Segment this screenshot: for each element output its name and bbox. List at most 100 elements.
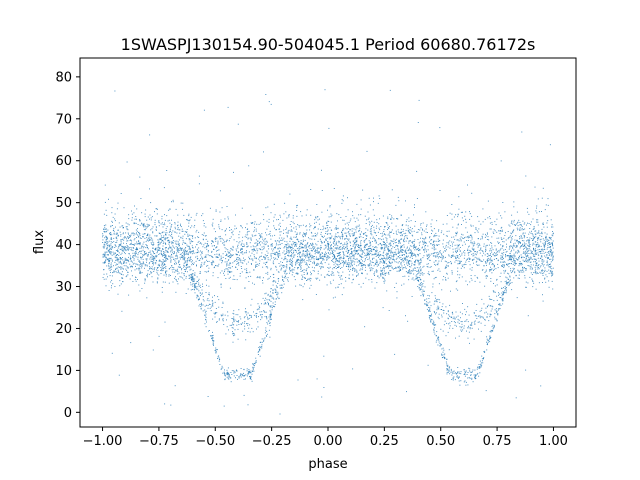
scatter-point: [326, 221, 328, 223]
scatter-point: [508, 258, 510, 260]
scatter-point: [507, 238, 509, 240]
scatter-point: [467, 327, 469, 329]
scatter-point: [320, 262, 322, 264]
scatter-point: [181, 255, 183, 257]
scatter-point: [448, 262, 450, 263]
scatter-point: [405, 251, 407, 253]
scatter-point: [172, 201, 174, 203]
scatter-point: [316, 251, 318, 253]
scatter-point: [180, 225, 181, 227]
scatter-point: [240, 376, 242, 378]
scatter-point: [229, 257, 231, 259]
scatter-point: [522, 245, 524, 247]
scatter-point: [473, 248, 475, 250]
scatter-point: [402, 224, 404, 226]
scatter-point: [268, 316, 270, 318]
scatter-point: [532, 280, 534, 282]
scatter-point: [484, 218, 486, 220]
scatter-point: [528, 242, 530, 244]
scatter-point: [549, 266, 551, 268]
scatter-point: [131, 266, 133, 268]
scatter-point: [417, 248, 419, 250]
scatter-point: [287, 277, 289, 279]
scatter-point: [529, 261, 531, 263]
scatter-point: [548, 242, 550, 243]
scatter-point: [346, 241, 348, 243]
scatter-point: [379, 251, 381, 253]
scatter-point: [403, 241, 405, 242]
scatter-point: [237, 244, 239, 246]
scatter-point: [302, 286, 304, 288]
scatter-point: [506, 284, 508, 286]
scatter-point: [206, 248, 208, 250]
scatter-point: [440, 309, 442, 310]
scatter-point: [250, 255, 252, 257]
scatter-point: [321, 266, 323, 267]
scatter-point: [417, 231, 419, 233]
scatter-point: [256, 266, 258, 267]
scatter-point: [303, 250, 305, 252]
scatter-point: [160, 273, 162, 274]
scatter-point: [444, 320, 446, 322]
scatter-point: [415, 246, 417, 248]
scatter-point: [410, 251, 412, 253]
scatter-point: [457, 246, 459, 248]
scatter-point: [238, 259, 240, 261]
scatter-point: [387, 258, 389, 259]
scatter-point: [327, 243, 329, 245]
scatter-point: [219, 211, 221, 213]
scatter-point: [190, 289, 192, 291]
scatter-point: [228, 376, 230, 378]
scatter-point: [361, 272, 363, 274]
scatter-point: [408, 262, 410, 264]
scatter-point: [542, 222, 544, 224]
scatter-point: [348, 224, 349, 226]
scatter-point: [348, 274, 350, 276]
scatter-point: [203, 225, 205, 227]
scatter-point: [394, 353, 396, 355]
scatter-point: [190, 268, 192, 270]
scatter-point: [159, 259, 161, 261]
scatter-point: [232, 254, 233, 256]
scatter-point: [129, 235, 131, 236]
scatter-point: [346, 248, 348, 250]
scatter-point: [151, 250, 153, 252]
scatter-point: [165, 256, 167, 258]
scatter-point: [547, 220, 549, 222]
scatter-point: [222, 367, 224, 369]
scatter-point: [398, 240, 399, 242]
scatter-point: [504, 235, 506, 236]
scatter-point: [493, 255, 495, 257]
scatter-point: [122, 238, 124, 240]
scatter-point: [174, 222, 176, 223]
scatter-point: [446, 368, 448, 369]
scatter-point: [493, 300, 495, 302]
scatter-point: [270, 291, 271, 293]
scatter-point: [128, 224, 130, 226]
scatter-point: [106, 265, 108, 267]
scatter-point: [512, 264, 514, 265]
scatter-point: [245, 312, 247, 314]
scatter-point: [491, 268, 493, 270]
scatter-point: [155, 262, 157, 263]
scatter-point: [247, 231, 249, 233]
scatter-point: [305, 257, 307, 259]
scatter-point: [224, 261, 226, 263]
scatter-point: [278, 280, 279, 282]
scatter-point: [416, 248, 418, 250]
scatter-point: [384, 260, 386, 262]
scatter-point: [267, 278, 269, 280]
scatter-point: [117, 247, 119, 249]
scatter-point: [312, 244, 314, 246]
scatter-point: [456, 233, 458, 235]
scatter-point: [518, 257, 519, 259]
scatter-point: [522, 269, 524, 271]
scatter-point: [470, 240, 472, 242]
scatter-point: [337, 245, 339, 247]
scatter-point: [429, 318, 431, 320]
scatter-point: [455, 337, 456, 339]
scatter-point: [323, 259, 325, 261]
scatter-point: [324, 244, 326, 246]
scatter-point: [166, 270, 168, 272]
scatter-point: [255, 230, 257, 232]
